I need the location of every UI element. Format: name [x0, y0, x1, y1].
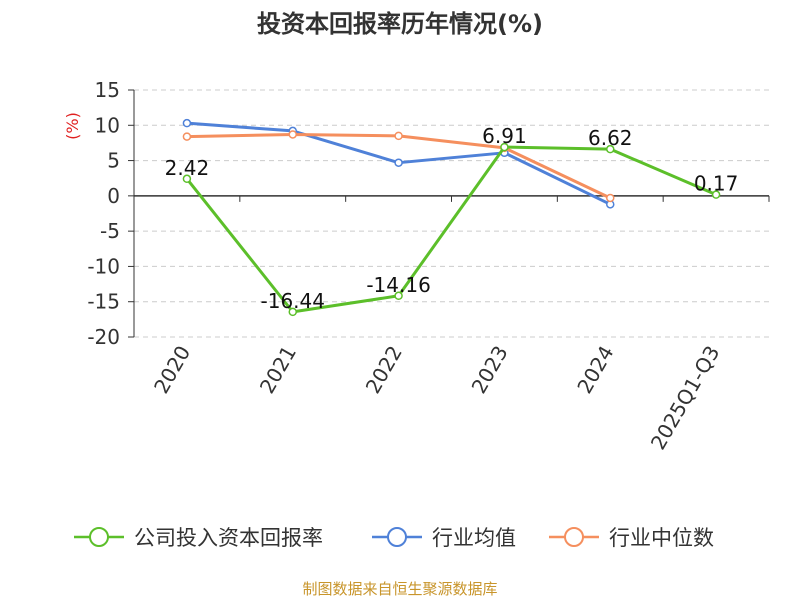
- x-tick-label: 2025Q1-Q3: [646, 342, 725, 454]
- data-label: -16.44: [261, 289, 325, 313]
- data-label: 0.17: [694, 172, 739, 196]
- data-point: [606, 193, 615, 203]
- x-tick-label: 2023: [467, 342, 513, 398]
- data-label: 6.91: [482, 124, 527, 148]
- x-tick-label: 2021: [255, 342, 301, 398]
- data-point: [394, 158, 403, 167]
- data-point: [288, 307, 297, 317]
- y-tick-label: 10: [95, 113, 120, 137]
- x-tick-label: 2020: [149, 342, 195, 398]
- legend-label: 行业均值: [432, 526, 516, 550]
- series-line: [185, 145, 717, 314]
- legend-marker: [89, 527, 109, 547]
- chart-title: 投资本回报率历年情况(%): [257, 10, 543, 38]
- data-point: [182, 132, 192, 141]
- y-axis-label: (%): [63, 112, 82, 140]
- x-tick-label: 2024: [572, 342, 618, 398]
- y-tick-label: -20: [87, 325, 120, 349]
- data-point: [182, 118, 192, 128]
- data-point: [394, 291, 403, 301]
- data-point: [711, 190, 721, 199]
- data-point: [288, 130, 297, 139]
- source-note: 制图数据来自恒生聚源数据库: [302, 580, 498, 598]
- legend-label: 行业中位数: [609, 526, 714, 550]
- data-point: [606, 144, 615, 154]
- data-point: [394, 131, 403, 141]
- y-tick-label: -5: [100, 219, 120, 243]
- y-tick-label: 5: [107, 149, 120, 173]
- data-label: 2.42: [165, 156, 210, 180]
- legend-marker: [387, 527, 407, 547]
- y-tick-label: -10: [87, 254, 120, 278]
- y-tick-label: 15: [95, 78, 120, 102]
- y-tick-label: -15: [87, 290, 120, 314]
- data-label: -14.16: [366, 273, 430, 297]
- data-label: 6.62: [588, 126, 633, 150]
- x-tick-label: 2022: [361, 342, 407, 398]
- y-tick-label: 0: [107, 184, 120, 208]
- legend-marker: [564, 527, 584, 547]
- data-point: [182, 174, 192, 184]
- data-point: [500, 142, 509, 152]
- legend-label: 公司投入资本回报率: [134, 526, 323, 550]
